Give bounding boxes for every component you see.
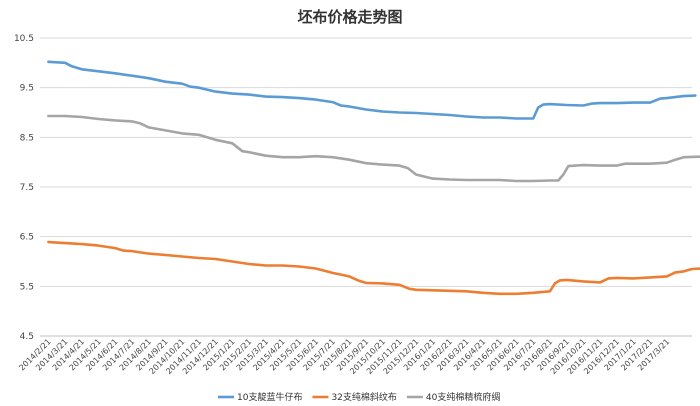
- y-tick-label: 5.5: [20, 282, 34, 292]
- y-tick-label: 8.5: [20, 133, 34, 143]
- x-axis-ticks: 2014/2/212014/3/212014/4/212014/5/212014…: [17, 337, 671, 376]
- y-tick-label: 7.5: [20, 183, 34, 193]
- series-layer: [47, 60, 700, 296]
- legend-label-1: 10支靛蓝牛仔布: [237, 391, 302, 403]
- legend-label-3: 40支纯棉精梳府绸: [426, 391, 500, 403]
- legend: 10支靛蓝牛仔布 32支纯棉斜纹布 40支纯棉精梳府绸: [218, 391, 500, 403]
- chart-title: 坯布价格走势图: [297, 8, 403, 26]
- y-tick-label: 6.5: [20, 233, 34, 243]
- series-line-3: [47, 114, 700, 183]
- y-tick-label: 4.5: [20, 332, 34, 342]
- legend-label-2: 32支纯棉斜纹布: [331, 391, 396, 403]
- y-tick-label: 10.5: [14, 34, 34, 44]
- y-axis-ticks: 4.5 5.5 6.5 7.5 8.5 9.5 10.5: [14, 34, 34, 342]
- series-line-1: [47, 60, 697, 120]
- grid-layer: [40, 37, 692, 337]
- y-tick-label: 9.5: [20, 84, 34, 94]
- series-line-2: [47, 240, 700, 296]
